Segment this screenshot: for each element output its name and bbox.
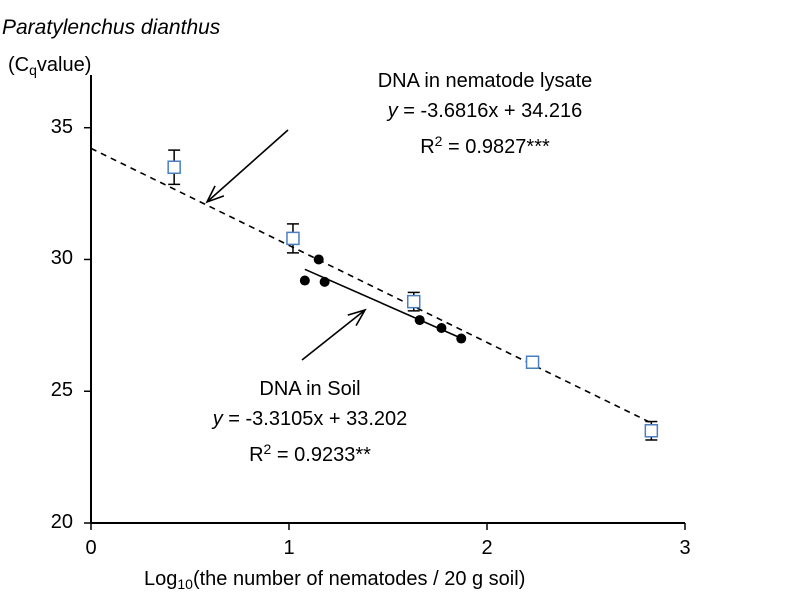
- soil-fit-line: [304, 268, 462, 339]
- lysate-r2: R2 = 0.9827***: [420, 133, 550, 158]
- lysate-point: [525, 355, 540, 369]
- lysate-r2-value: 0.9827***: [465, 136, 550, 158]
- lysate-point: [644, 424, 659, 438]
- species-title: Paratylenchus dianthus: [2, 16, 221, 39]
- lysate-point: [286, 231, 300, 246]
- soil-equation-rhs: -3.3105x + 33.202: [245, 408, 408, 430]
- soil-point: [313, 254, 324, 265]
- lysate-r2-exponent: 2: [434, 133, 443, 149]
- soil-annotation: DNA in Soil y = -3.3105x + 33.202 R2 = 0…: [130, 374, 490, 470]
- x-tick-label: 3: [679, 537, 691, 559]
- y-tick-label: 20: [50, 511, 73, 533]
- soil-point: [414, 315, 425, 326]
- lysate-point: [406, 294, 421, 309]
- soil-point: [436, 322, 447, 333]
- x-tick-label: 0: [85, 537, 97, 559]
- lysate-equation: y = -3.6816x + 34.216: [387, 100, 583, 122]
- x-tick-label: 2: [481, 537, 493, 559]
- soil-arrow-head: [347, 308, 367, 327]
- lysate-annotation: DNA in nematode lysate y = -3.6816x + 34…: [300, 66, 670, 162]
- y-axis-label-subscript: q: [29, 62, 37, 78]
- x-tick-label: 1: [283, 537, 295, 559]
- y-tick-label: 25: [50, 379, 73, 402]
- soil-arrow: [301, 309, 366, 361]
- lysate-arrow: [206, 129, 289, 203]
- soil-point: [319, 276, 330, 287]
- x-axis-label: Log10(the number of nematodes / 20 g soi…: [144, 568, 526, 592]
- y-axis-label: (Cqvalue): [8, 54, 92, 78]
- lysate-equation-rhs: -3.6816x + 34.216: [420, 100, 583, 122]
- lysate-label: DNA in nematode lysate: [377, 70, 593, 92]
- soil-point: [456, 333, 467, 344]
- soil-point: [299, 275, 310, 286]
- lysate-fit-line: [90, 147, 652, 424]
- y-tick-label: 35: [50, 115, 73, 138]
- x-axis-label-subscript: 10: [177, 576, 193, 592]
- soil-r2-value: 0.9233**: [294, 444, 371, 466]
- lysate-arrow-head: [205, 185, 225, 204]
- soil-equation: y = -3.3105x + 33.202: [212, 408, 408, 430]
- lysate-point: [167, 160, 181, 174]
- soil-label: DNA in Soil: [259, 378, 361, 400]
- y-tick-label: 30: [50, 247, 73, 270]
- soil-r2-exponent: 2: [263, 441, 272, 457]
- soil-r2: R2 = 0.9233**: [249, 441, 371, 466]
